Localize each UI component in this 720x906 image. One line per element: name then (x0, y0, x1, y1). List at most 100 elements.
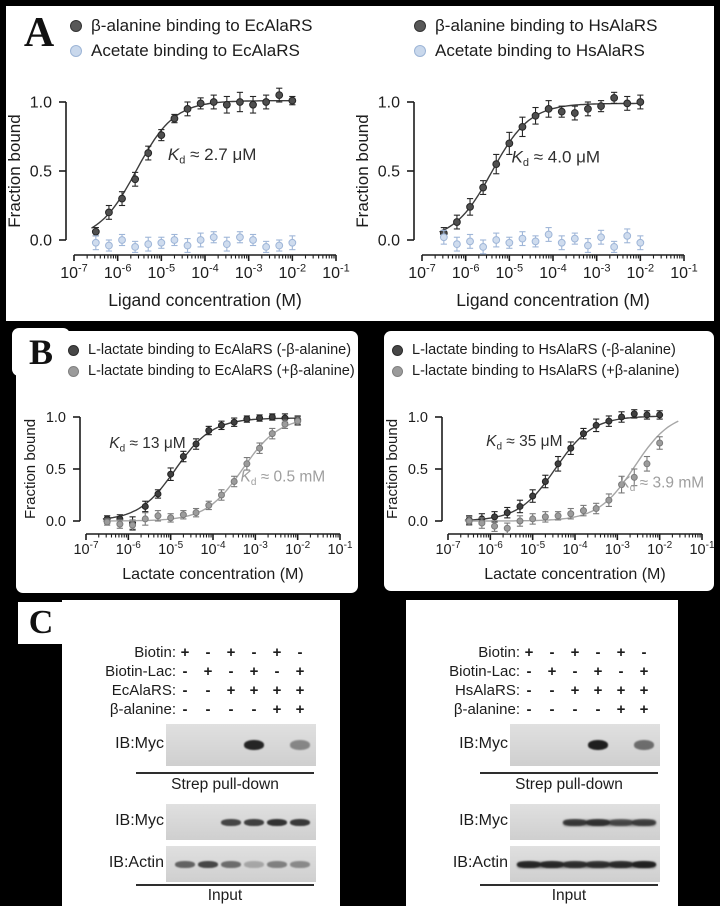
data-point (579, 507, 587, 515)
binding-chart-hsalars-beta-alanine: 1.0 0.5 0.0 Fraction bound 10-7 10-6 10-5 10-4 1… (352, 72, 698, 329)
condition-value: + (249, 663, 259, 680)
data-point (557, 107, 566, 116)
condition-value: - (182, 663, 188, 680)
y-tick-label: 1.0 (46, 410, 66, 426)
data-point (179, 511, 187, 519)
x-tick-label: 10-2 (627, 263, 655, 282)
chart-block-a-right: β-alanine binding to HsAlaRS Acetate bind… (352, 10, 714, 316)
legend-entry: Acetate binding to EcAlaRS (70, 41, 312, 61)
data-point (554, 512, 562, 520)
condition-value: + (639, 663, 649, 680)
data-point (179, 453, 187, 461)
y-axis-title: Fraction bound (22, 419, 39, 519)
data-point (584, 241, 592, 250)
pulldown-section-label: Strep pull-down (515, 776, 623, 793)
condition-value: + (272, 644, 282, 661)
data-point (288, 238, 297, 247)
condition-label: β-alanine: (109, 701, 176, 718)
data-point (531, 237, 540, 246)
x-tick-label: 10-5 (148, 263, 176, 282)
x-tick-label: 10-4 (539, 263, 567, 282)
x-tick-label: 10-7 (408, 263, 436, 282)
panel-c-right-box: Biotin: + - + - + - Biotin-Lac: - + - + - + HsAlaRS: - -… (406, 600, 678, 906)
data-point (141, 502, 149, 510)
data-point (618, 413, 626, 421)
data-point (262, 98, 271, 106)
y-tick-label: 0.0 (378, 233, 400, 250)
blot-band (221, 818, 241, 826)
data-point (541, 477, 549, 485)
blot-band (290, 740, 310, 750)
condition-value: + (593, 682, 603, 699)
blot-band (609, 860, 633, 868)
data-point (256, 444, 264, 452)
x-tick-label: 10-1 (670, 263, 698, 282)
data-point (196, 99, 205, 108)
blot-band (634, 740, 654, 750)
data-point (518, 234, 527, 243)
y-tick-label: 0.0 (30, 233, 52, 250)
condition-value: - (549, 682, 555, 699)
condition-value: + (295, 663, 305, 680)
data-point (103, 518, 111, 526)
data-point (623, 99, 632, 108)
binding-chart-hsalars-lactate: 1.0 0.5 0.0 Fraction bound 10-7 10-6 10-5 10-4 1… (384, 389, 715, 594)
pulldown-underline (480, 772, 658, 774)
data-point (630, 473, 638, 481)
condition-value: + (593, 663, 603, 680)
data-point (466, 237, 474, 246)
input-section-label: Input (207, 887, 243, 904)
blot-band (198, 860, 218, 868)
condition-value: + (295, 701, 305, 718)
condition-value: + (249, 682, 259, 699)
data-point (217, 421, 225, 429)
series-dot-icon (392, 344, 403, 356)
data-point (275, 91, 284, 100)
x-tick-label: 10-4 (562, 540, 587, 558)
blot-band (632, 860, 656, 868)
data-point (243, 460, 251, 468)
legend-b-right: L-lactate binding to HsAlaRS (-β-alanine… (392, 342, 679, 384)
condition-value: - (526, 682, 532, 699)
y-tick-label: 0.0 (408, 514, 428, 530)
data-point (597, 233, 605, 242)
condition-value: + (616, 644, 626, 661)
blot-strip (510, 804, 660, 840)
data-point (268, 430, 276, 438)
data-point (544, 105, 553, 113)
condition-value: + (639, 701, 649, 718)
blot-antibody-label: IB:Myc (115, 812, 164, 829)
data-point (491, 522, 499, 530)
series-dot-icon (68, 344, 79, 356)
data-point (505, 238, 514, 247)
condition-value: - (251, 644, 257, 661)
input-underline (136, 884, 314, 886)
data-point (597, 102, 605, 111)
x-tick-label: 10-6 (478, 540, 503, 558)
data-point (544, 230, 553, 239)
condition-value: + (570, 644, 580, 661)
blot-antibody-label: IB:Myc (115, 735, 164, 752)
condition-value: - (549, 644, 555, 661)
legend-label: L-lactate binding to EcAlaRS (+β-alanine… (88, 363, 355, 379)
data-point (623, 231, 632, 240)
condition-value: - (228, 663, 234, 680)
condition-value: - (595, 701, 601, 718)
data-point (262, 243, 271, 251)
blot-strip (166, 724, 316, 766)
y-axis: 1.0 0.5 0.0 Fraction bound (5, 95, 67, 250)
data-point (567, 444, 575, 452)
blot-band (290, 860, 310, 868)
x-tick-label: 10-1 (327, 540, 352, 558)
x-tick-label: 10-6 (104, 263, 132, 282)
kd-annotation: Kd ≈ 35 μM (486, 433, 562, 453)
x-tick-label: 10-2 (279, 263, 307, 282)
condition-value: + (180, 644, 190, 661)
data-point (167, 470, 175, 478)
condition-value: - (274, 663, 280, 680)
x-axis-title: Lactate concentration (M) (484, 566, 665, 583)
condition-value: - (205, 701, 211, 718)
blot-band (175, 860, 195, 868)
data-point (268, 413, 276, 421)
